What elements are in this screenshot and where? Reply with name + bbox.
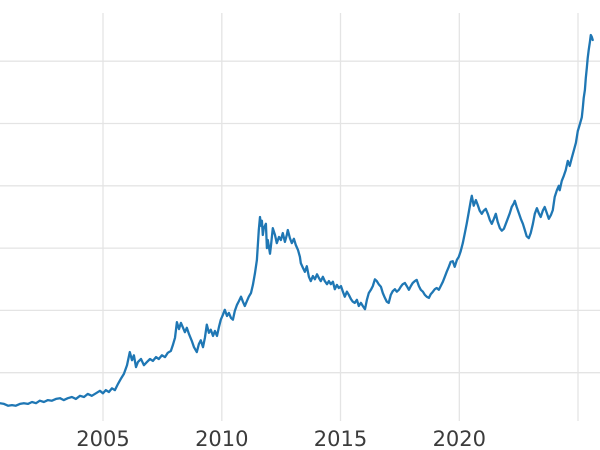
x-tick-label-2020: 2020 <box>432 427 487 450</box>
x-tick-label-2005: 2005 <box>76 427 130 450</box>
x-tick-label-2010: 2010 <box>195 427 249 450</box>
grid-lines <box>0 13 600 421</box>
x-tick-label-2015: 2015 <box>313 427 368 450</box>
series-line-price <box>0 33 594 407</box>
price-line <box>0 33 594 407</box>
